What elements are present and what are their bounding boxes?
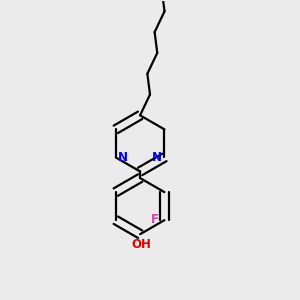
Text: N: N [152,151,162,164]
Text: F: F [151,213,158,226]
Text: OH: OH [131,238,151,250]
Text: N: N [118,151,128,164]
